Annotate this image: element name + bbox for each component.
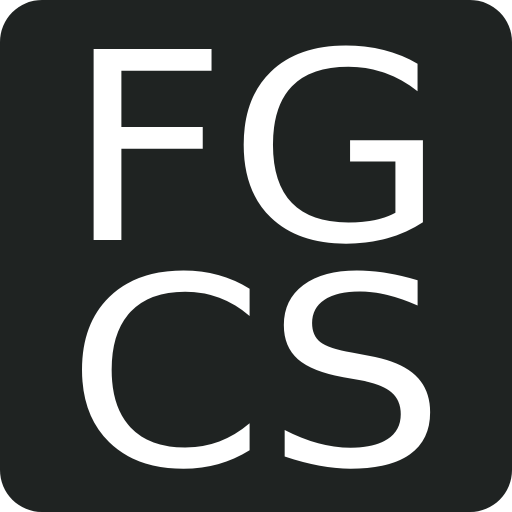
logo-line: CS [66, 222, 446, 512]
logo-line: FG [66, 0, 446, 302]
